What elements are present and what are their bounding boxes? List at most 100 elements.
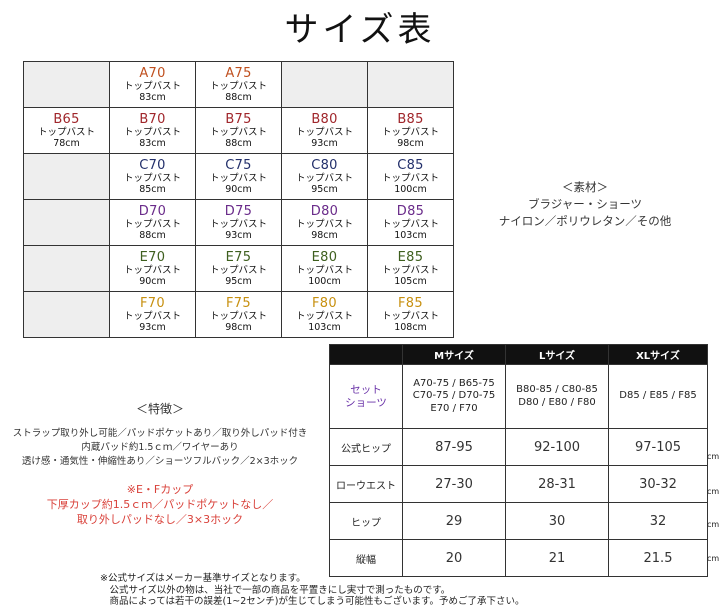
value-cell: 32	[608, 502, 708, 540]
row-label: 縦幅	[329, 539, 403, 577]
top-bust-label: トップバスト 100cm	[381, 173, 439, 195]
size-cell: B85 トップバスト 98cm	[367, 107, 454, 154]
size-cell: F85 トップバスト 108cm	[367, 291, 454, 338]
cup-size-label: B85	[397, 112, 424, 127]
size-cell: D70 トップバスト 88cm	[109, 199, 196, 246]
cup-size-label: E85	[397, 250, 424, 265]
size-cell: E75 トップバスト 95cm	[195, 245, 282, 292]
unit-label: cm	[707, 487, 720, 496]
cup-size-label: A75	[225, 66, 252, 81]
size-table-corner	[329, 344, 403, 365]
value-cell: 20	[402, 539, 506, 577]
top-bust-label: トップバスト 88cm	[123, 219, 181, 241]
cup-size-label: D75	[224, 204, 253, 219]
empty-cell	[23, 245, 110, 292]
ef-cup-note: ※E・Fカップ 下厚カップ約1.5ｃｍ／パッドポケットなし／ 取り外しパッドなし…	[0, 482, 320, 527]
cup-size-label: E75	[225, 250, 252, 265]
top-bust-label: トップバスト 95cm	[295, 173, 353, 195]
cup-size-label: E80	[311, 250, 338, 265]
value-cell: 27-30	[402, 465, 506, 503]
top-bust-label: トップバスト 88cm	[209, 81, 267, 103]
value-cell: 21	[505, 539, 609, 577]
cup-size-grid: A70 トップバスト 83cm A75 トップバスト 88cm B65 トップバスト 78…	[23, 61, 454, 338]
size-cell: F70 トップバスト 93cm	[109, 291, 196, 338]
set-shorts-label: セット ショーツ	[329, 364, 403, 429]
cup-size-label: B65	[53, 112, 80, 127]
value-cell: 30	[505, 502, 609, 540]
size-cell: B70 トップバスト 83cm	[109, 107, 196, 154]
size-cell: E80 トップバスト 100cm	[281, 245, 368, 292]
material-section: ＜素材＞ ブラジャー・ショーツ ナイロン／ポリウレタン／その他	[470, 179, 700, 230]
value-cell: 28-31	[505, 465, 609, 503]
header-xl: XLサイズ	[608, 344, 708, 365]
features-heading: ＜特徴＞	[135, 402, 184, 416]
value-cell: 29	[402, 502, 506, 540]
size-cell: A70 トップバスト 83cm	[109, 61, 196, 108]
value-cell: 30-32	[608, 465, 708, 503]
top-bust-label: トップバスト 103cm	[381, 219, 439, 241]
feature-line: 透け感・通気性・伸縮性あり／ショーツフルバック／2×3ホック	[21, 456, 299, 467]
row-label: ヒップ	[329, 502, 403, 540]
grid-row: B65 トップバスト 78cm B70 トップバスト 83cm B75 トップバスト 88…	[23, 107, 454, 154]
ef-note-line: ※E・Fカップ	[126, 483, 194, 496]
top-bust-label: トップバスト 95cm	[209, 265, 267, 287]
grid-row: F70 トップバスト 93cm F75 トップバスト 98cm F80 トップバスト 10…	[23, 291, 454, 338]
size-cell: D85 トップバスト 103cm	[367, 199, 454, 246]
ef-note-line: 下厚カップ約1.5ｃｍ／パッドポケットなし／	[46, 498, 274, 511]
cup-size-label: C80	[311, 158, 338, 173]
top-bust-label: トップバスト 108cm	[381, 311, 439, 333]
cup-size-label: D80	[310, 204, 339, 219]
top-bust-label: トップバスト 83cm	[123, 127, 181, 149]
unit-label: cm	[707, 520, 720, 529]
cup-size-label: C70	[139, 158, 166, 173]
size-cell: B75 トップバスト 88cm	[195, 107, 282, 154]
top-bust-label: トップバスト 105cm	[381, 265, 439, 287]
size-cell: C75 トップバスト 90cm	[195, 153, 282, 200]
ef-note-line: 取り外しパッドなし／3×3ホック	[76, 513, 244, 526]
header-m: Mサイズ	[402, 344, 506, 365]
grid-row: C70 トップバスト 85cm C75 トップバスト 90cm C80 トップバスト 95…	[23, 153, 454, 200]
features-list: ストラップ取り外し可能／パッドポケットあり／取り外しパッド付き 内蔵パッド約1.…	[0, 427, 320, 469]
grid-row: D70 トップバスト 88cm D75 トップバスト 93cm D80 トップバスト 98…	[23, 199, 454, 246]
size-cell: E85 トップバスト 105cm	[367, 245, 454, 292]
grid-row: A70 トップバスト 83cm A75 トップバスト 88cm	[23, 61, 454, 108]
value-cell: 21.5	[608, 539, 708, 577]
empty-cell	[23, 61, 110, 108]
size-cell: A75 トップバスト 88cm	[195, 61, 282, 108]
size-cell: C85 トップバスト 100cm	[367, 153, 454, 200]
material-line-1: ブラジャー・ショーツ	[528, 197, 642, 211]
notes: ※公式サイズはメーカー基準サイズとなります。 公式サイズ以外の物は、当社で一部の…	[100, 573, 525, 608]
value-cell: 97-105	[608, 428, 708, 466]
set-cell-l: B80-85 / C80-85 D80 / E80 / F80	[505, 364, 609, 429]
cup-size-label: D70	[138, 204, 167, 219]
cup-size-label: C85	[397, 158, 424, 173]
cup-size-label: F85	[398, 296, 423, 311]
top-bust-label: トップバスト 93cm	[123, 311, 181, 333]
size-cell: E70 トップバスト 90cm	[109, 245, 196, 292]
empty-cell	[367, 61, 454, 108]
top-bust-label: トップバスト 88cm	[209, 127, 267, 149]
set-cell-xl: D85 / E85 / F85	[608, 364, 708, 429]
value-cell: 92-100	[505, 428, 609, 466]
size-cell: B80 トップバスト 93cm	[281, 107, 368, 154]
note-line: 公式サイズ以外の物は、当社で一部の商品を平置きにし実寸で測ったものです。	[100, 584, 451, 596]
cup-size-label: F75	[226, 296, 251, 311]
size-cell: F75 トップバスト 98cm	[195, 291, 282, 338]
top-bust-label: トップバスト 93cm	[295, 127, 353, 149]
cup-size-label: C75	[225, 158, 252, 173]
size-cell: C80 トップバスト 95cm	[281, 153, 368, 200]
cup-size-label: F80	[312, 296, 337, 311]
note-line: ※公式サイズはメーカー基準サイズとなります。	[100, 573, 306, 584]
row-label: 公式ヒップ	[329, 428, 403, 466]
size-cell: D75 トップバスト 93cm	[195, 199, 282, 246]
empty-cell	[23, 153, 110, 200]
empty-cell	[23, 291, 110, 338]
material-line-2: ナイロン／ポリウレタン／その他	[498, 214, 672, 228]
cup-size-label: B75	[225, 112, 252, 127]
cup-size-label: B70	[139, 112, 166, 127]
top-bust-label: トップバスト 103cm	[295, 311, 353, 333]
top-bust-label: トップバスト 98cm	[295, 219, 353, 241]
value-cell: 87-95	[402, 428, 506, 466]
cup-size-label: F70	[140, 296, 165, 311]
cup-size-label: D85	[396, 204, 425, 219]
